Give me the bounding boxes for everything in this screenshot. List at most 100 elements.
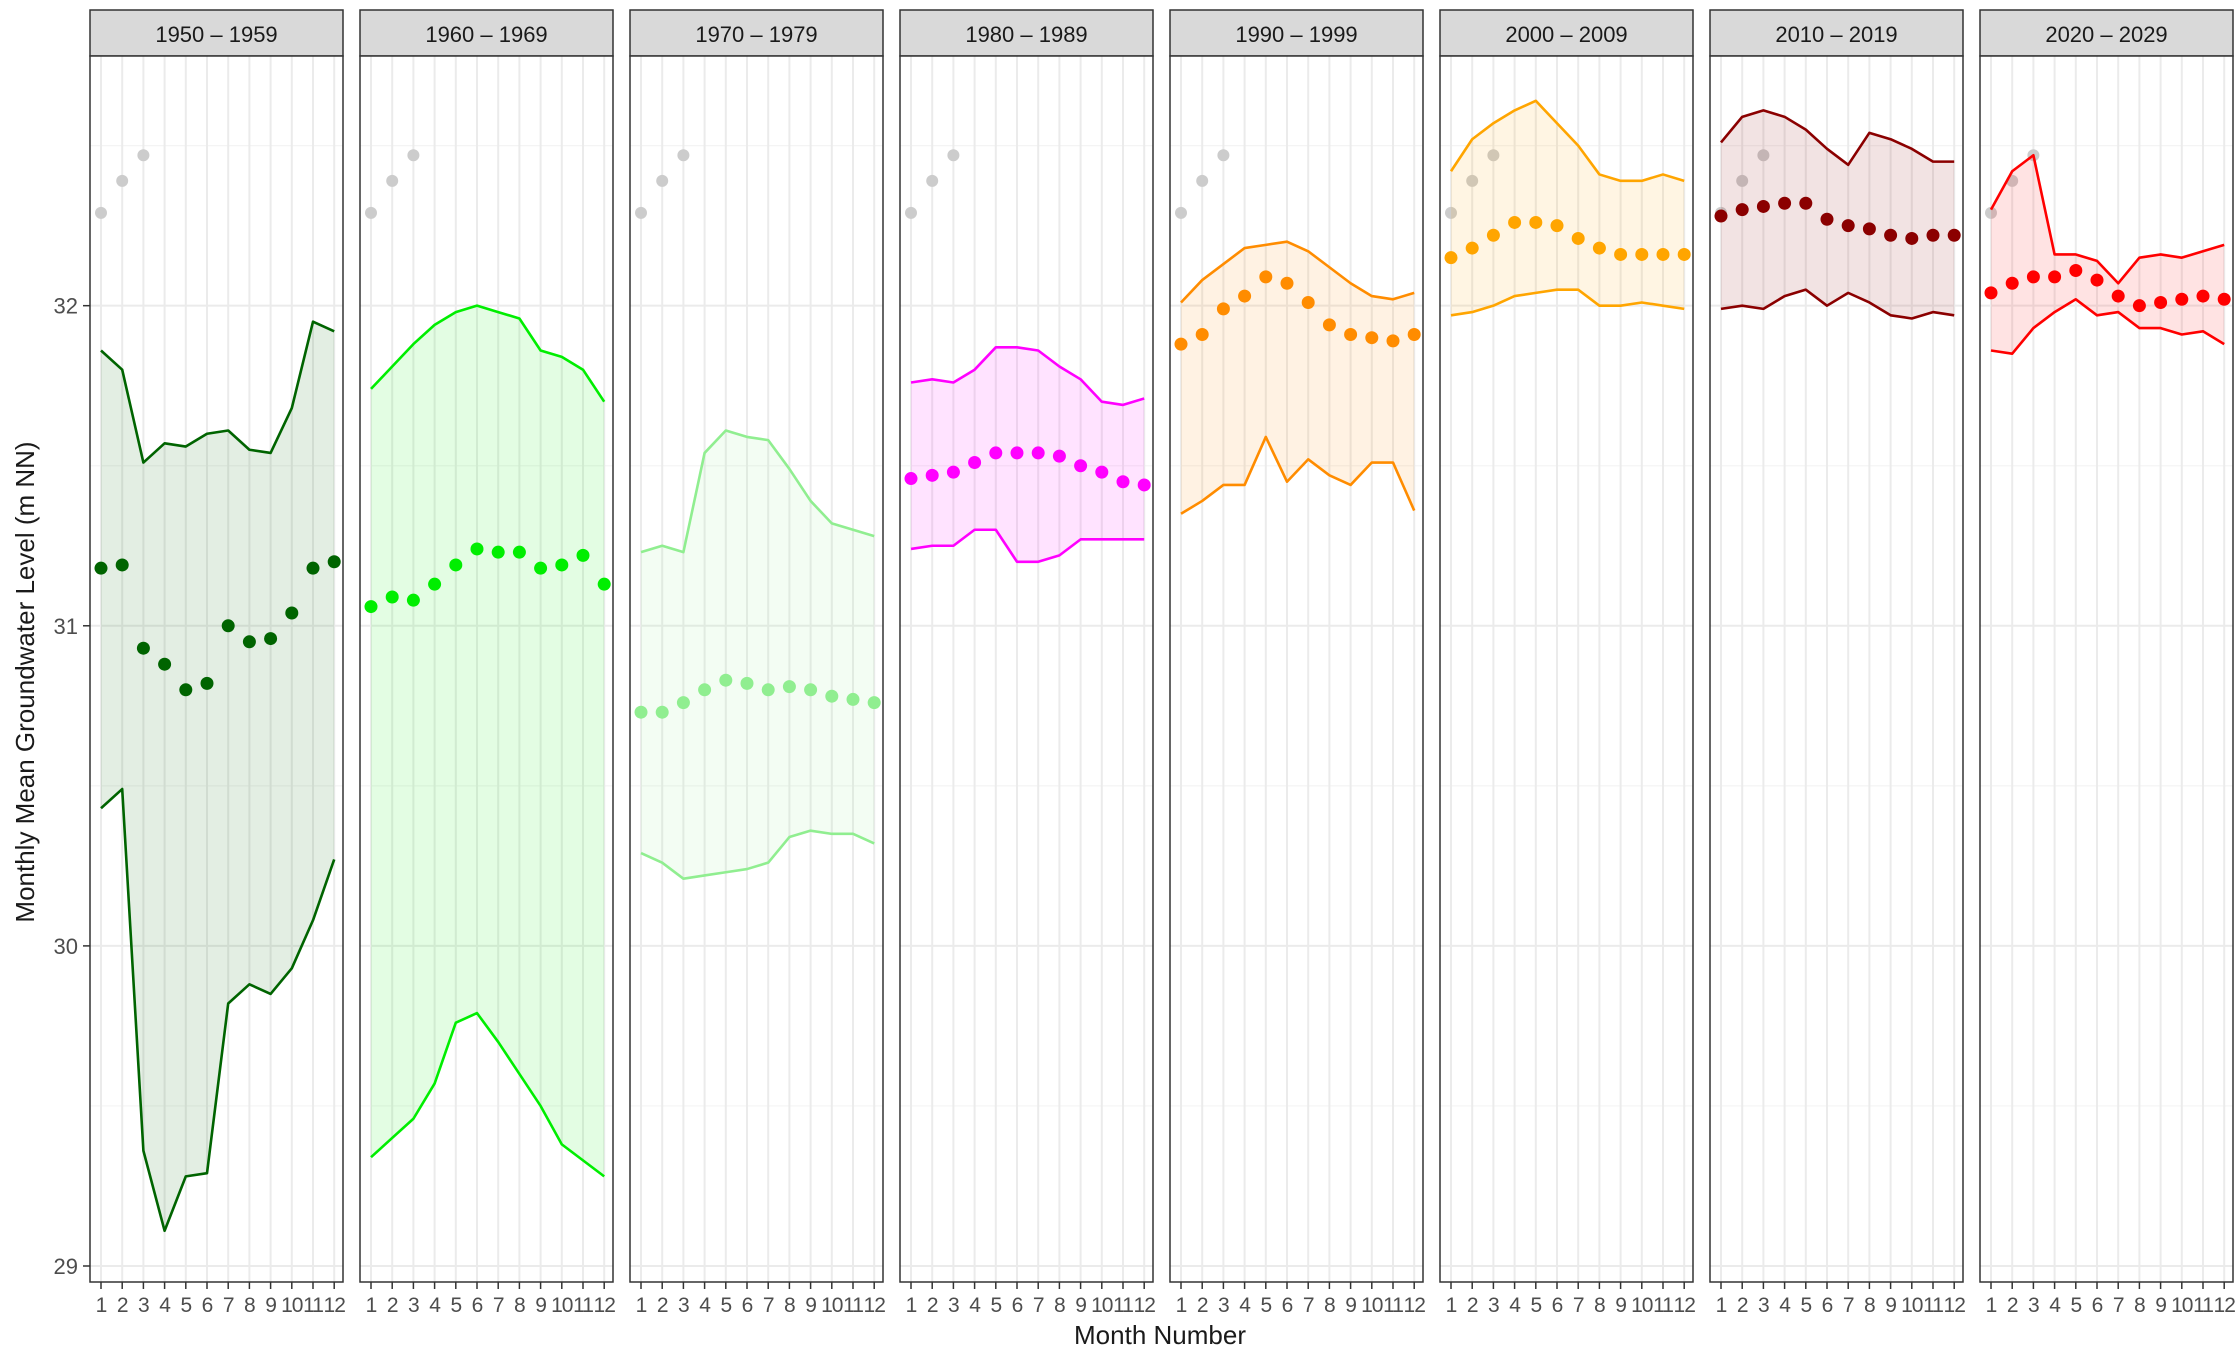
mean-point	[1656, 247, 1670, 261]
mean-point	[1301, 295, 1315, 309]
x-tick-label: 5	[450, 1294, 461, 1317]
x-tick-label: 5	[1530, 1294, 1541, 1317]
x-tick-label: 8	[244, 1294, 255, 1317]
mean-point	[1116, 475, 1130, 489]
x-tick-label: 3	[678, 1294, 689, 1317]
facet-title: 1990 – 1999	[1235, 22, 1357, 47]
mean-point	[512, 545, 526, 559]
mean-point	[327, 555, 341, 569]
x-tick-label: 7	[1573, 1294, 1584, 1317]
x-tick-label: 9	[805, 1294, 816, 1317]
y-tick-label: 30	[54, 934, 78, 959]
x-tick-label: 5	[1260, 1294, 1271, 1317]
mean-point	[470, 542, 484, 556]
panel-border	[89, 55, 344, 1283]
mean-point	[1614, 247, 1628, 261]
mean-point	[1444, 251, 1458, 265]
x-tick-label: 12	[864, 1294, 886, 1317]
x-tick-label: 7	[223, 1294, 234, 1317]
reference-point	[656, 174, 669, 187]
mean-point	[1947, 228, 1961, 242]
panel-border	[1709, 55, 1964, 1283]
mean-point	[1756, 199, 1770, 213]
mean-point	[904, 472, 918, 486]
min-line	[100, 787, 336, 1233]
mean-point	[1778, 196, 1792, 210]
mean-point	[1571, 231, 1585, 245]
x-tick-label: 4	[699, 1294, 711, 1317]
mean-point	[1799, 196, 1813, 210]
mean-point	[1926, 228, 1940, 242]
range-ribbon	[101, 321, 335, 1231]
mean-point	[2154, 295, 2168, 309]
x-tick-label: 4	[1509, 1294, 1521, 1317]
mean-point	[1984, 286, 1998, 300]
x-tick-label: 6	[1012, 1294, 1023, 1317]
y-tick-label: 31	[54, 614, 78, 639]
x-tick-label: 3	[2028, 1294, 2039, 1317]
mean-point	[1592, 241, 1606, 255]
x-tick-label: 6	[742, 1294, 753, 1317]
facet-title: 2020 – 2029	[2045, 22, 2167, 47]
range-ribbon	[1451, 100, 1685, 316]
mean-point	[264, 632, 278, 646]
x-tick-label: 5	[180, 1294, 191, 1317]
mean-point	[1031, 446, 1045, 460]
mean-point	[1407, 327, 1421, 341]
mean-point	[676, 696, 690, 710]
mean-point	[1095, 465, 1109, 479]
x-tick-label: 7	[1303, 1294, 1314, 1317]
x-tick-label: 3	[948, 1294, 959, 1317]
mean-point	[1677, 247, 1691, 261]
reference-point	[1757, 149, 1770, 162]
panel-background	[900, 56, 1153, 1282]
facet-title: 2010 – 2019	[1775, 22, 1897, 47]
x-tick-label: 3	[1758, 1294, 1769, 1317]
min-line	[1990, 297, 2225, 355]
panel-border	[629, 55, 884, 1283]
x-tick-label: 5	[720, 1294, 731, 1317]
mean-point	[385, 590, 399, 604]
x-tick-label: 2	[927, 1294, 938, 1317]
mean-point	[925, 468, 939, 482]
x-tick-label: 11	[1113, 1294, 1133, 1317]
facet-strip	[1709, 9, 1964, 57]
x-tick-label: 2	[1737, 1294, 1748, 1317]
x-tick-label: 2	[657, 1294, 668, 1317]
range-ribbon	[1181, 241, 1415, 514]
x-tick-label: 7	[763, 1294, 774, 1317]
x-tick-label: 11	[303, 1294, 323, 1317]
mean-point	[597, 577, 611, 591]
mean-point	[2217, 292, 2231, 306]
mean-point	[989, 446, 1003, 460]
x-tick-label: 3	[408, 1294, 419, 1317]
mean-point	[698, 683, 712, 697]
reference-point	[386, 174, 399, 187]
min-line	[1720, 288, 1955, 320]
y-tick-label: 32	[54, 294, 78, 319]
mean-point	[2026, 270, 2040, 284]
x-tick-label: 4	[969, 1294, 981, 1317]
mean-point	[1465, 241, 1479, 255]
x-tick-label: 12	[2214, 1294, 2236, 1317]
mean-point	[555, 558, 569, 572]
x-tick-label: 1	[1986, 1294, 1997, 1317]
mean-point	[1280, 276, 1294, 290]
facet-title: 1980 – 1989	[965, 22, 1087, 47]
reference-point	[1466, 174, 1479, 187]
x-tick-label: 7	[493, 1294, 504, 1317]
min-line	[370, 1011, 605, 1178]
max-line	[1989, 153, 2225, 285]
mean-point	[1905, 231, 1919, 245]
x-tick-label: 1	[1716, 1294, 1727, 1317]
mean-point	[200, 676, 214, 690]
x-tick-label: 9	[1345, 1294, 1356, 1317]
x-tick-label: 6	[1552, 1294, 1563, 1317]
reference-point	[407, 149, 420, 162]
